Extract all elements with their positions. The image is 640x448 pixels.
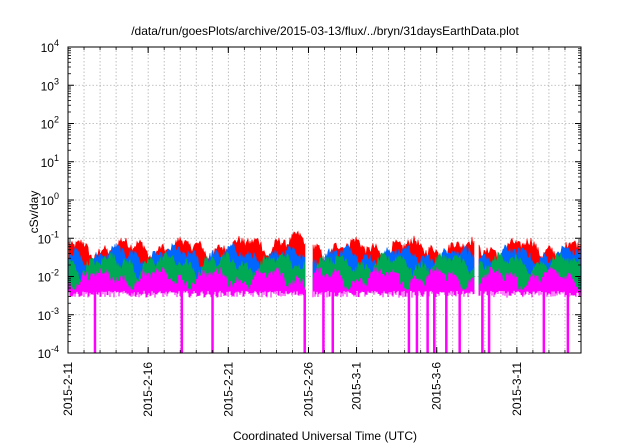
y-tick-label: 10-1: [38, 229, 59, 246]
series-area: [68, 266, 306, 297]
dropout-spike: [458, 289, 461, 353]
dropout-spike: [322, 289, 325, 353]
y-tick-exponent: -2: [51, 268, 59, 278]
y-tick-base: 10: [41, 79, 55, 93]
dropout-spike: [415, 289, 419, 353]
dropout-spike: [542, 289, 546, 353]
y-tick-base: 10: [38, 347, 52, 361]
y-tick-exponent: 3: [54, 76, 59, 86]
dropout-spike: [481, 289, 484, 353]
y-tick-exponent: 0: [54, 191, 59, 201]
y-tick-exponent: -4: [51, 344, 59, 354]
y-tick-base: 10: [41, 194, 55, 208]
x-tick-label: 2015-2-21: [221, 362, 235, 417]
y-tick-base: 10: [41, 156, 55, 170]
dropout-spike: [487, 289, 491, 353]
y-tick-label: 10-3: [38, 306, 59, 323]
dropout-spike: [93, 289, 97, 353]
y-tick-label: 10-2: [38, 268, 59, 285]
dropout-spike: [211, 289, 214, 353]
series-area: [478, 266, 581, 298]
x-tick-label: 2015-2-11: [61, 362, 75, 416]
y-tick-exponent: -1: [51, 229, 59, 239]
y-tick-exponent: 2: [54, 115, 59, 125]
y-tick-label: 102: [41, 115, 59, 132]
x-axis-title: Coordinated Universal Time (UTC): [233, 429, 417, 443]
y-tick-base: 10: [38, 309, 52, 323]
y-tick-label: 10-4: [38, 344, 59, 361]
x-tick-label: 2015-3-1: [350, 362, 364, 410]
x-tick-label: 2015-3-11: [510, 362, 524, 416]
y-tick-base: 10: [38, 232, 52, 246]
x-tick-label: 2015-3-6: [430, 362, 444, 410]
dropout-spike: [180, 289, 184, 353]
series-area: [312, 267, 475, 295]
y-tick-label: 103: [41, 76, 59, 93]
dropout-spike: [331, 289, 335, 353]
x-tick-label: 2015-2-16: [141, 362, 155, 417]
y-tick-label: 104: [41, 38, 59, 55]
y-tick-exponent: -3: [51, 306, 59, 316]
y-tick-base: 10: [38, 271, 52, 285]
y-tick-base: 10: [41, 118, 55, 132]
dropout-spike: [566, 289, 570, 353]
dropout-spike: [426, 289, 429, 353]
y-axis-title: cSv/day: [27, 191, 41, 234]
data-series: [68, 230, 581, 353]
chart-title: /data/run/goesPlots/archive/2015-03-13/f…: [131, 24, 519, 38]
dropout-spike: [433, 289, 436, 353]
series-area: [68, 251, 306, 291]
dropout-spike: [445, 289, 448, 353]
y-tick-exponent: 4: [54, 38, 59, 48]
x-tick-label: 2015-2-26: [301, 362, 315, 417]
y-tick-base: 10: [41, 41, 55, 55]
axis-ticks: [67, 46, 582, 354]
dropout-spike: [407, 289, 411, 353]
y-tick-exponent: 1: [54, 153, 59, 163]
y-tick-label: 101: [41, 153, 59, 170]
y-tick-label: 100: [41, 191, 59, 208]
x-tick-labels: 2015-2-11 2015-2-16 2015-2-21 2015-2-26 2015…: [61, 362, 524, 417]
dropout-spike: [303, 289, 306, 353]
